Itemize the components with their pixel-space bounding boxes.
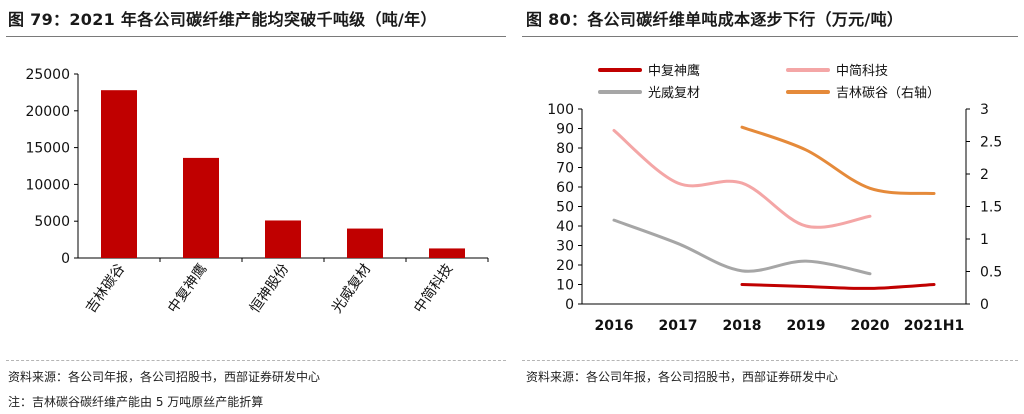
- line-y-tick-label: 100: [547, 102, 574, 118]
- line-y-tick-label: 30: [556, 239, 574, 255]
- capacity-bar-chart: 0 5000 10000 15000 20000 25000 吉林碳谷 中复神鹰 恒神股份 光威复…: [25, 67, 489, 317]
- line-x-tick-label: 2021H1: [904, 318, 964, 334]
- series-line: [740, 125, 936, 195]
- bar-y-tick-label: 25000: [25, 67, 70, 83]
- line-y2-tick-label: 3: [980, 102, 989, 118]
- bar-y-tick-label: 5000: [34, 214, 70, 230]
- line-y-tick-label: 60: [556, 180, 574, 196]
- left-source-rule: [6, 360, 506, 361]
- line-x-tick-label: 2020: [851, 318, 890, 334]
- capacity-bar: [347, 228, 383, 258]
- line-y-tick-label: 40: [556, 219, 574, 235]
- bar-category-label: 中简科技: [410, 261, 456, 317]
- left-source-note: 资料来源：各公司年报，各公司招股书，西部证券研发中心: [8, 370, 321, 384]
- line-y-tick-label: 90: [556, 122, 574, 138]
- line-y-tick-label: 0: [565, 297, 574, 313]
- right-chart-title: 图 80：各公司碳纤维单吨成本逐步下行（万元/吨）: [526, 10, 904, 29]
- legend-label: 吉林碳谷（右轴）: [836, 86, 940, 101]
- line-y-tick-label: 50: [556, 200, 574, 216]
- cost-line-chart: 0 10 20 30 40 50 60 70 80 90 100 0 0.5 1 1.5 2 2.5 3 2016 2…: [547, 63, 1002, 334]
- left-footnote: 注：吉林碳谷碳纤维产能由 5 万吨原丝产能折算: [8, 395, 264, 409]
- series-line: [612, 218, 872, 276]
- left-title-rule: [6, 36, 506, 37]
- line-y-tick-label: 70: [556, 161, 574, 177]
- right-title-rule: [522, 36, 1018, 37]
- legend-label: 光威复材: [648, 86, 700, 101]
- capacity-bar: [101, 90, 137, 258]
- capacity-bar: [183, 157, 219, 258]
- bar-y-tick-label: 20000: [25, 104, 70, 120]
- line-y2-tick-label: 0: [980, 297, 989, 313]
- series-line: [740, 283, 936, 290]
- left-chart-title: 图 79：2021 年各公司碳纤维产能均突破千吨级（吨/年）: [8, 10, 437, 29]
- line-y-tick-label: 20: [556, 258, 574, 274]
- line-y2-tick-label: 1.5: [980, 200, 1002, 216]
- line-y2-tick-label: 1: [980, 232, 989, 248]
- line-y2-tick-label: 0.5: [980, 265, 1002, 281]
- bar-category-label: 吉林碳谷: [83, 261, 128, 316]
- bar-category-label: 恒神股份: [247, 261, 292, 316]
- series-line: [612, 128, 872, 229]
- line-y-tick-label: 80: [556, 141, 574, 157]
- line-y2-tick-label: 2: [980, 167, 989, 183]
- bar-y-tick-label: 10000: [25, 177, 70, 193]
- right-source-rule: [522, 360, 1018, 361]
- legend-label: 中复神鹰: [648, 63, 700, 79]
- line-x-tick-label: 2017: [659, 318, 698, 334]
- legend-label: 中简科技: [836, 63, 888, 79]
- capacity-bar: [265, 220, 301, 258]
- bar-category-label: 光威复材: [328, 261, 374, 317]
- line-y-tick-label: 10: [556, 278, 574, 294]
- line-x-tick-label: 2016: [595, 318, 634, 334]
- capacity-bar: [429, 248, 465, 258]
- line-y2-tick-label: 2.5: [980, 135, 1002, 151]
- right-source-note: 资料来源：各公司年报，各公司招股书，西部证券研发中心: [526, 370, 839, 384]
- line-x-tick-label: 2019: [787, 318, 826, 334]
- bar-y-tick-label: 0: [61, 251, 70, 267]
- bar-category-label: 中复神鹰: [164, 261, 210, 317]
- bar-y-tick-label: 15000: [25, 141, 70, 157]
- line-x-tick-label: 2018: [723, 318, 762, 334]
